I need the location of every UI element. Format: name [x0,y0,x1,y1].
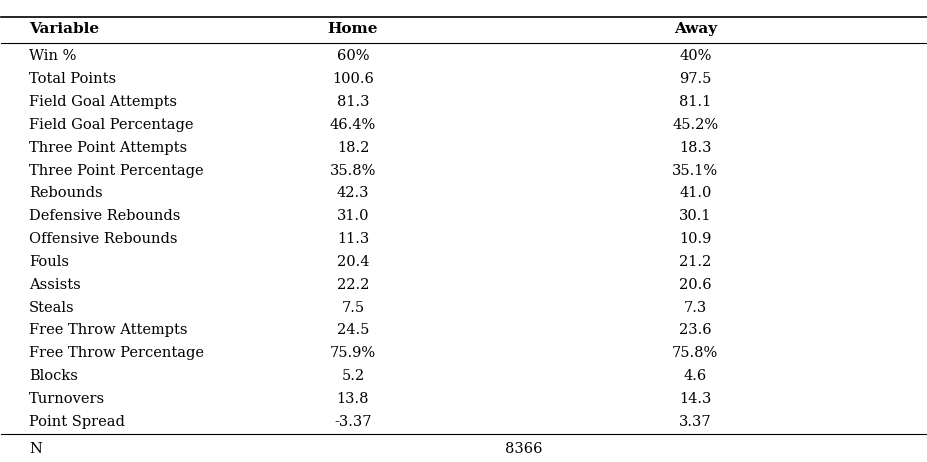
Text: Blocks: Blocks [29,369,78,383]
Text: 8366: 8366 [505,442,542,456]
Text: 81.3: 81.3 [337,95,369,109]
Text: 7.3: 7.3 [683,301,706,315]
Text: 81.1: 81.1 [679,95,711,109]
Text: Three Point Attempts: Three Point Attempts [29,141,187,155]
Text: Field Goal Attempts: Field Goal Attempts [29,95,177,109]
Text: Steals: Steals [29,301,75,315]
Text: 60%: 60% [337,49,369,63]
Text: N: N [29,442,42,456]
Text: Home: Home [327,22,378,36]
Text: Away: Away [673,22,716,36]
Text: 13.8: 13.8 [337,392,369,406]
Text: 46.4%: 46.4% [329,118,375,132]
Text: Defensive Rebounds: Defensive Rebounds [29,209,181,223]
Text: 40%: 40% [679,49,711,63]
Text: 11.3: 11.3 [337,232,369,246]
Text: 5.2: 5.2 [341,369,364,383]
Text: Fouls: Fouls [29,255,70,269]
Text: 18.2: 18.2 [337,141,369,155]
Text: Variable: Variable [29,22,99,36]
Text: 10.9: 10.9 [679,232,711,246]
Text: 4.6: 4.6 [683,369,706,383]
Text: 31.0: 31.0 [337,209,369,223]
Text: 22.2: 22.2 [337,278,369,292]
Text: Point Spread: Point Spread [29,415,125,429]
Text: 42.3: 42.3 [337,187,369,201]
Text: 20.6: 20.6 [679,278,711,292]
Text: 3.37: 3.37 [679,415,711,429]
Text: 24.5: 24.5 [337,323,369,337]
Text: 75.8%: 75.8% [671,346,717,360]
Text: Assists: Assists [29,278,81,292]
Text: Turnovers: Turnovers [29,392,105,406]
Text: 41.0: 41.0 [679,187,711,201]
Text: 35.1%: 35.1% [671,164,717,177]
Text: Field Goal Percentage: Field Goal Percentage [29,118,194,132]
Text: 23.6: 23.6 [679,323,711,337]
Text: 35.8%: 35.8% [329,164,375,177]
Text: Free Throw Percentage: Free Throw Percentage [29,346,204,360]
Text: Three Point Percentage: Three Point Percentage [29,164,204,177]
Text: 7.5: 7.5 [341,301,364,315]
Text: 14.3: 14.3 [679,392,711,406]
Text: Rebounds: Rebounds [29,187,103,201]
Text: Offensive Rebounds: Offensive Rebounds [29,232,177,246]
Text: -3.37: -3.37 [334,415,372,429]
Text: Total Points: Total Points [29,72,116,86]
Text: 21.2: 21.2 [679,255,711,269]
Text: 45.2%: 45.2% [671,118,717,132]
Text: 20.4: 20.4 [337,255,369,269]
Text: Free Throw Attempts: Free Throw Attempts [29,323,187,337]
Text: 75.9%: 75.9% [330,346,375,360]
Text: 18.3: 18.3 [679,141,711,155]
Text: 100.6: 100.6 [332,72,374,86]
Text: 30.1: 30.1 [679,209,711,223]
Text: 97.5: 97.5 [679,72,711,86]
Text: Win %: Win % [29,49,76,63]
